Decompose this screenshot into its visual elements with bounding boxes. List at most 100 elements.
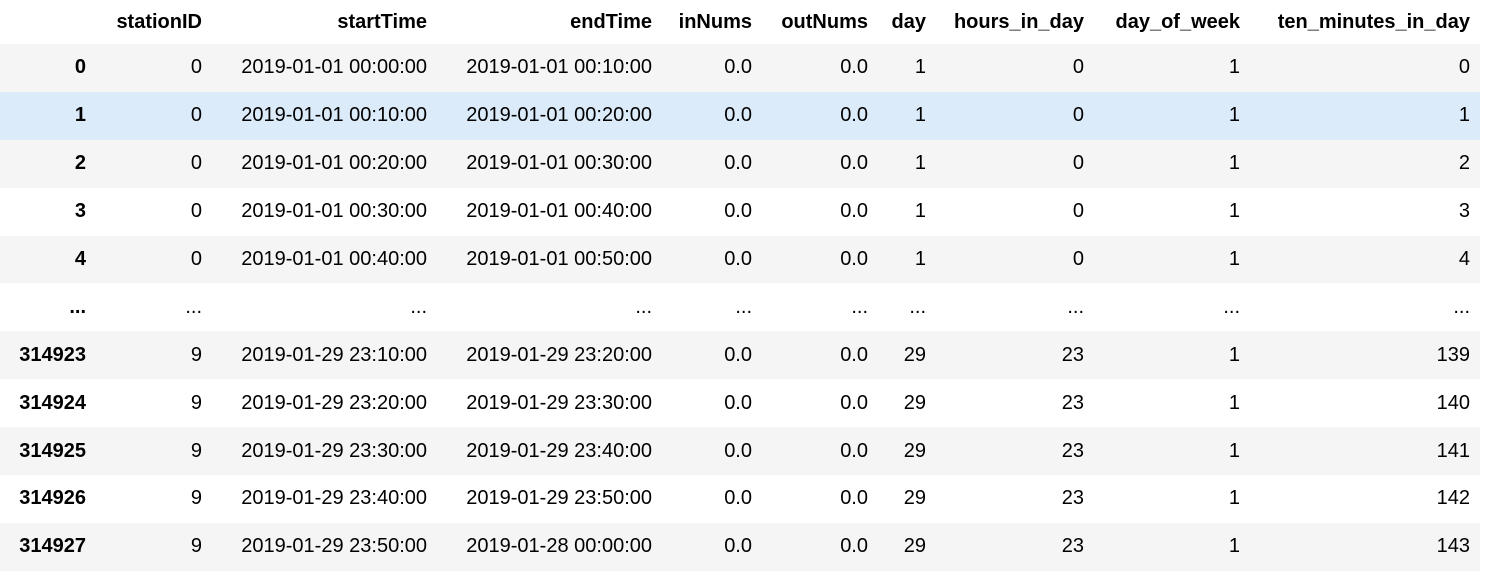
table-cell: 2019-01-29 23:30:00 [466, 391, 652, 414]
table-cell: 2019-01-29 23:50:00 [241, 535, 427, 558]
column-header: inNums [678, 10, 752, 33]
table-cell: 2019-01-01 00:00:00 [241, 56, 427, 79]
table-cell: 0 [1072, 104, 1084, 127]
column-header: startTime [337, 10, 427, 33]
row-index: 314924 [19, 391, 86, 414]
table-cell: 0.0 [724, 439, 752, 462]
table-cell: 1 [1228, 248, 1240, 270]
table-header: stationID startTime endTime inNums outNums da… [0, 0, 1480, 44]
table-cell: 0.0 [840, 391, 868, 414]
table-cell: ... [185, 295, 202, 318]
table-cell: ... [851, 295, 868, 318]
column-header: ten_minutes_in_day [1277, 10, 1470, 33]
table-cell: 0.0 [840, 152, 868, 175]
table-cell: 2019-01-01 00:30:00 [241, 200, 427, 223]
table-cell: 0 [1072, 200, 1084, 223]
table-cell: 1 [1228, 535, 1240, 558]
table-cell: 23 [1061, 439, 1084, 462]
row-index: 314927 [19, 535, 86, 558]
table-cell: 2019-01-29 23:50:00 [466, 487, 652, 510]
table-cell: 23 [1061, 487, 1084, 510]
table-cell: 2019-01-01 00:40:00 [466, 200, 652, 223]
table-cell: 2019-01-29 23:20:00 [466, 343, 652, 366]
row-index: ... [69, 295, 86, 318]
column-header: endTime [570, 10, 652, 33]
table-row: 314926 9 2019-01-29 23:40:00 2019-01-29 23:… [0, 475, 1480, 523]
table-cell: 29 [903, 535, 926, 558]
table-cell: 2019-01-01 00:40:00 [241, 248, 427, 270]
table-body: 0 0 2019-01-01 00:00:00 2019-01-01 00:10:00… [0, 44, 1480, 571]
table-cell: 0 [190, 152, 202, 175]
row-index: 3 [74, 200, 86, 223]
table-cell: 0.0 [724, 487, 752, 510]
table-row: 0 0 2019-01-01 00:00:00 2019-01-01 00:10:00… [0, 44, 1480, 92]
row-index: 4 [74, 248, 86, 270]
table-cell: 0 [1072, 56, 1084, 79]
table-row: 4 0 2019-01-01 00:40:00 2019-01-01 00:50:00… [0, 235, 1480, 284]
row-index: 2 [74, 152, 86, 175]
table-cell: 4 [1458, 248, 1470, 270]
table-row: 314927 9 2019-01-29 23:50:00 2019-01-28 00:… [0, 522, 1480, 571]
column-header: day [891, 10, 926, 33]
table-cell: 2019-01-29 23:10:00 [241, 343, 427, 366]
table-cell: 0.0 [840, 487, 868, 510]
table-cell: 2019-01-01 00:10:00 [241, 104, 427, 127]
table-cell: 0 [1072, 248, 1084, 270]
table-cell: 2019-01-01 00:20:00 [466, 104, 652, 127]
table-cell: 2019-01-29 23:40:00 [466, 439, 652, 462]
table-cell: 140 [1436, 391, 1470, 414]
table-cell: 0.0 [724, 535, 752, 558]
row-index: 1 [74, 104, 86, 127]
table-cell: 3 [1458, 200, 1470, 223]
table-cell: 0 [190, 200, 202, 223]
table-cell: 9 [190, 535, 202, 558]
table-cell: 2019-01-29 23:20:00 [241, 391, 427, 414]
table-cell: 9 [190, 487, 202, 510]
table-cell: 23 [1061, 535, 1084, 558]
table-row: .............................. [0, 283, 1480, 332]
table-cell: 29 [903, 487, 926, 510]
column-header: stationID [116, 10, 202, 33]
table-cell: 0.0 [840, 104, 868, 127]
table-cell: 29 [903, 391, 926, 414]
table-cell: 1 [914, 56, 926, 79]
table-cell: 0.0 [840, 200, 868, 223]
table-row: 1 0 2019-01-01 00:10:00 2019-01-01 00:20:00… [0, 91, 1480, 140]
table-cell: 23 [1061, 391, 1084, 414]
table-cell: 141 [1436, 439, 1470, 462]
column-header: outNums [781, 10, 868, 33]
table-cell: 2019-01-01 00:20:00 [241, 152, 427, 175]
table-cell: 139 [1436, 343, 1470, 366]
table-cell: 2019-01-01 00:30:00 [466, 152, 652, 175]
table-cell: 1 [1228, 104, 1240, 127]
table-cell: ... [909, 295, 926, 318]
table-row: 314925 9 2019-01-29 23:30:00 2019-01-29 23:… [0, 427, 1480, 476]
table-cell: 2019-01-28 00:00:00 [466, 535, 652, 558]
table-cell: 2 [1458, 152, 1470, 175]
table-cell: 0.0 [724, 200, 752, 223]
table-cell: 0.0 [724, 56, 752, 79]
dataframe-table: stationID startTime endTime inNums outNums da… [0, 0, 1480, 571]
table-cell: 0.0 [840, 439, 868, 462]
table-cell: ... [735, 295, 752, 318]
table-cell: 1 [914, 248, 926, 270]
row-index: 314923 [19, 343, 86, 366]
table-row: 2 0 2019-01-01 00:20:00 2019-01-01 00:30:00… [0, 139, 1480, 188]
table-cell: ... [1453, 295, 1470, 318]
table-cell: 0.0 [724, 248, 752, 270]
table-cell: 0 [190, 56, 202, 79]
index-column-header [0, 0, 96, 44]
header-row: stationID startTime endTime inNums outNums da… [0, 0, 1480, 44]
table-cell: ... [1067, 295, 1084, 318]
table-cell: 0 [190, 104, 202, 127]
table-cell: 0 [1458, 56, 1470, 79]
table-cell: 29 [903, 343, 926, 366]
table-cell: 23 [1061, 343, 1084, 366]
table-row: 314923 9 2019-01-29 23:10:00 2019-01-29 23:… [0, 331, 1480, 380]
table-cell: ... [1223, 295, 1240, 318]
table-cell: 1 [914, 200, 926, 223]
table-cell: 1 [1228, 343, 1240, 366]
table-cell: ... [410, 295, 427, 318]
table-cell: 0 [1072, 152, 1084, 175]
table-cell: 0.0 [724, 391, 752, 414]
